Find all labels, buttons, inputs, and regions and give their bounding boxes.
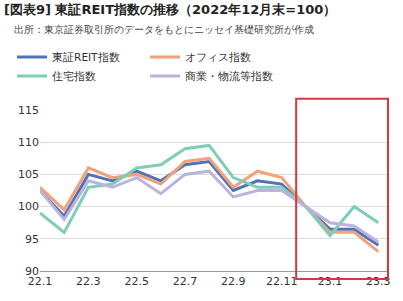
svg-text:95: 95: [25, 233, 39, 246]
svg-text:商業・物流等指数: 商業・物流等指数: [185, 70, 273, 82]
svg-text:22.3: 22.3: [76, 275, 101, 288]
svg-text:115: 115: [18, 104, 39, 117]
svg-text:22.9: 22.9: [221, 275, 246, 288]
svg-text:出所：東京証券取引所のデータをもとにニッセイ基礎研究所が作成: 出所：東京証券取引所のデータをもとにニッセイ基礎研究所が作成: [14, 24, 314, 35]
svg-text:22.5: 22.5: [124, 275, 149, 288]
svg-text:住宅指数: 住宅指数: [52, 70, 96, 82]
svg-text:オフィス指数: オフィス指数: [185, 51, 251, 63]
svg-text:東証REIT指数: 東証REIT指数: [52, 51, 119, 63]
svg-text:110: 110: [18, 136, 39, 149]
svg-text:105: 105: [18, 168, 39, 181]
svg-text:22.1: 22.1: [28, 275, 53, 288]
svg-text:100: 100: [18, 200, 39, 213]
svg-text:90: 90: [25, 265, 39, 278]
svg-text:23.1: 23.1: [318, 275, 343, 288]
svg-text:22.11: 22.11: [266, 275, 298, 288]
svg-text:22.7: 22.7: [173, 275, 198, 288]
svg-text:[図表9] 東証REIT指数の推移（2022年12月末=10: [図表9] 東証REIT指数の推移（2022年12月末=100）: [4, 2, 336, 17]
svg-text:23.3: 23.3: [366, 275, 391, 288]
